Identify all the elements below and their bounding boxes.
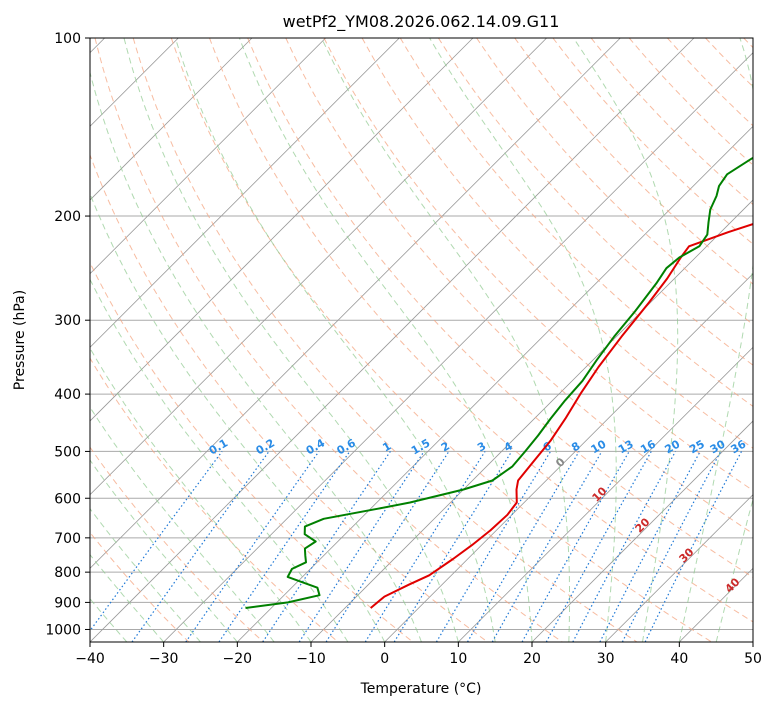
moist-adiabat-line bbox=[174, 38, 496, 642]
mixing-ratio-line bbox=[185, 451, 320, 642]
isotherm-line bbox=[90, 38, 400, 348]
isotherm-line bbox=[605, 494, 753, 642]
mixing-ratio-line bbox=[262, 451, 391, 642]
moist-adiabat-line bbox=[90, 406, 275, 642]
dry-adiabat-line bbox=[132, 38, 638, 642]
mixing-ratio-line bbox=[545, 451, 652, 642]
dry-adiabats bbox=[90, 38, 753, 642]
mixing-ratio-line bbox=[393, 451, 513, 642]
x-tick-label: −30 bbox=[149, 651, 179, 667]
dry-adiabat-line bbox=[90, 446, 264, 642]
isotherm-line bbox=[384, 273, 753, 642]
x-tick-label: 10 bbox=[449, 651, 467, 667]
plot-frame bbox=[89, 37, 754, 643]
moist-adiabats bbox=[90, 38, 753, 642]
isotherm-line bbox=[90, 38, 326, 275]
isotherm-line bbox=[90, 38, 474, 422]
chart-title: wetPf2_YM08.2026.062.14.09.G11 bbox=[283, 12, 560, 32]
x-axis-label: Temperature (°C) bbox=[360, 681, 482, 697]
dry-adiabat-line bbox=[94, 38, 563, 642]
dry-adiabat-line bbox=[285, 38, 753, 535]
dry-adiabat-line bbox=[90, 357, 339, 642]
x-tick-label: −20 bbox=[223, 651, 253, 667]
x-tick-label: 20 bbox=[523, 651, 541, 667]
moist-adiabat-line bbox=[715, 497, 753, 642]
isotherm-line bbox=[90, 38, 253, 201]
dry-adiabat-line bbox=[170, 38, 712, 642]
y-tick-label: 100 bbox=[54, 31, 81, 47]
y-tick-label: 300 bbox=[54, 313, 81, 329]
x-tick-label: 40 bbox=[670, 651, 688, 667]
moist-adiabat-line bbox=[321, 38, 571, 642]
mixing-ratio-line bbox=[218, 451, 351, 642]
dry-adiabat-line bbox=[399, 38, 753, 408]
y-tick-label: 1000 bbox=[45, 622, 81, 638]
x-tick-label: 30 bbox=[597, 651, 615, 667]
moist-adiabat-line bbox=[90, 347, 312, 642]
moist-adiabat-line bbox=[90, 70, 422, 642]
mixing-ratio-line bbox=[521, 451, 630, 642]
x-axis-ticks: −40 −30 −20 −10 0 10 20 30 40 50 bbox=[75, 642, 762, 667]
moist-adiabat-line bbox=[238, 38, 533, 642]
y-tick-label: 500 bbox=[54, 444, 81, 460]
profile-lines bbox=[245, 156, 753, 609]
moist-adiabat-line bbox=[573, 38, 679, 642]
y-tick-label: 900 bbox=[54, 595, 81, 611]
mixing-ratio-line bbox=[298, 451, 425, 642]
mixing-ratio-line bbox=[621, 451, 722, 642]
moist-adiabat-line bbox=[90, 192, 386, 642]
y-tick-label: 600 bbox=[54, 491, 81, 507]
mixing-ratio-line bbox=[90, 451, 223, 632]
isotherm-line bbox=[458, 346, 753, 642]
moist-adiabat-line bbox=[90, 553, 165, 642]
moist-adiabat-line bbox=[123, 38, 459, 642]
y-axis-ticks: 100 200 300 400 500 600 700 800 900 1000 bbox=[45, 31, 90, 638]
dry-adiabat-line bbox=[590, 38, 753, 206]
isotherm-line bbox=[163, 52, 753, 642]
mixing-ratio-line bbox=[572, 451, 677, 642]
dry-adiabat-line bbox=[209, 38, 753, 623]
mixing-ratio-line bbox=[131, 451, 270, 642]
y-tick-label: 800 bbox=[54, 565, 81, 581]
isotherm-line bbox=[531, 420, 753, 642]
y-tick-label: 700 bbox=[54, 531, 81, 547]
moist-adiabat-line bbox=[90, 598, 128, 642]
y-axis-label: Pressure (hPa) bbox=[12, 290, 28, 390]
x-tick-label: 0 bbox=[380, 651, 389, 667]
dry-adiabat-line bbox=[323, 38, 753, 492]
plot-background bbox=[90, 38, 753, 642]
moist-adiabat-line bbox=[90, 278, 349, 642]
y-tick-label: 200 bbox=[54, 209, 81, 225]
moist-adiabat-line bbox=[90, 459, 238, 642]
dry-adiabat-line bbox=[247, 38, 753, 578]
temperature-profile bbox=[370, 222, 753, 609]
dry-adiabat-line bbox=[361, 38, 753, 449]
isotherm-line bbox=[90, 38, 547, 496]
moist-adiabat-line bbox=[429, 38, 617, 642]
isotherm-line bbox=[237, 125, 753, 642]
x-tick-label: −40 bbox=[75, 651, 105, 667]
isotherm-line bbox=[752, 641, 753, 642]
mixing-ratio-line bbox=[644, 451, 743, 642]
dry-adiabat-line bbox=[90, 261, 414, 642]
mixing-ratio-lines bbox=[90, 451, 743, 642]
moist-adiabat-line bbox=[678, 38, 753, 642]
dry-adiabat-line bbox=[90, 153, 488, 642]
dry-adiabat-line bbox=[552, 38, 753, 245]
moist-adiabat-line bbox=[90, 507, 201, 642]
isotherm-line bbox=[90, 38, 621, 569]
x-tick-label: 50 bbox=[744, 651, 762, 667]
dewpoint-profile bbox=[245, 156, 753, 609]
dry-adiabat-line bbox=[437, 38, 753, 366]
x-tick-label: −10 bbox=[296, 651, 326, 667]
mixing-ratio-line bbox=[325, 451, 450, 642]
y-tick-label: 400 bbox=[54, 387, 81, 403]
